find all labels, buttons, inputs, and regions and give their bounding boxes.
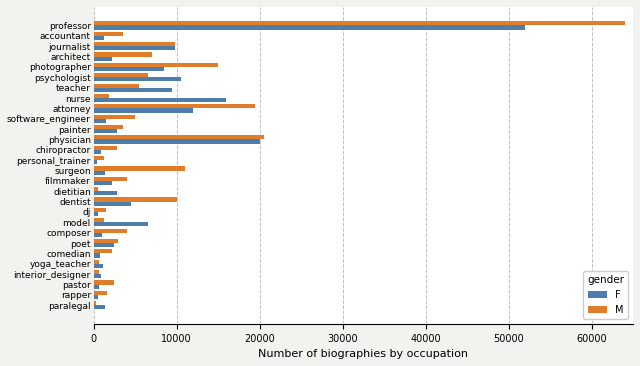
Bar bbox=[93, 26, 525, 30]
Bar bbox=[93, 280, 115, 284]
Bar bbox=[93, 208, 106, 212]
Bar bbox=[93, 295, 98, 299]
Bar bbox=[93, 36, 104, 40]
Bar bbox=[93, 305, 105, 309]
Bar bbox=[93, 291, 107, 295]
Bar bbox=[93, 32, 123, 36]
Bar bbox=[93, 87, 172, 92]
Bar bbox=[93, 57, 112, 61]
Bar bbox=[93, 202, 131, 206]
Bar bbox=[93, 253, 100, 258]
Bar bbox=[93, 63, 218, 67]
Bar bbox=[93, 274, 101, 278]
Bar bbox=[93, 77, 180, 82]
Bar bbox=[93, 212, 98, 216]
Bar bbox=[93, 233, 102, 237]
Bar bbox=[93, 218, 104, 223]
Bar bbox=[93, 146, 117, 150]
Bar bbox=[93, 139, 260, 143]
Bar bbox=[93, 198, 177, 202]
X-axis label: Number of biographies by occupation: Number of biographies by occupation bbox=[259, 349, 468, 359]
Bar bbox=[93, 73, 148, 77]
Bar bbox=[93, 21, 625, 26]
Bar bbox=[93, 129, 117, 133]
Bar bbox=[93, 52, 152, 57]
Bar bbox=[93, 264, 103, 268]
Bar bbox=[93, 187, 98, 191]
Bar bbox=[93, 243, 115, 247]
Bar bbox=[93, 301, 96, 305]
Bar bbox=[93, 135, 264, 139]
Bar bbox=[93, 239, 118, 243]
Bar bbox=[93, 67, 164, 71]
Bar bbox=[93, 94, 109, 98]
Bar bbox=[93, 150, 101, 154]
Bar bbox=[93, 191, 117, 195]
Bar bbox=[93, 98, 227, 102]
Bar bbox=[93, 249, 112, 253]
Bar bbox=[93, 181, 112, 185]
Bar bbox=[93, 223, 148, 227]
Bar bbox=[93, 259, 99, 264]
Bar bbox=[93, 119, 106, 123]
Bar bbox=[93, 167, 185, 171]
Bar bbox=[93, 108, 193, 112]
Bar bbox=[93, 156, 104, 160]
Bar bbox=[93, 46, 175, 51]
Bar bbox=[93, 270, 99, 274]
Bar bbox=[93, 83, 140, 87]
Bar bbox=[93, 160, 97, 164]
Bar bbox=[93, 284, 99, 289]
Bar bbox=[93, 115, 135, 119]
Bar bbox=[93, 104, 255, 108]
Bar bbox=[93, 228, 127, 233]
Bar bbox=[93, 125, 123, 129]
Bar bbox=[93, 42, 175, 46]
Bar bbox=[93, 171, 105, 175]
Legend: F, M: F, M bbox=[584, 272, 628, 319]
Bar bbox=[93, 177, 127, 181]
